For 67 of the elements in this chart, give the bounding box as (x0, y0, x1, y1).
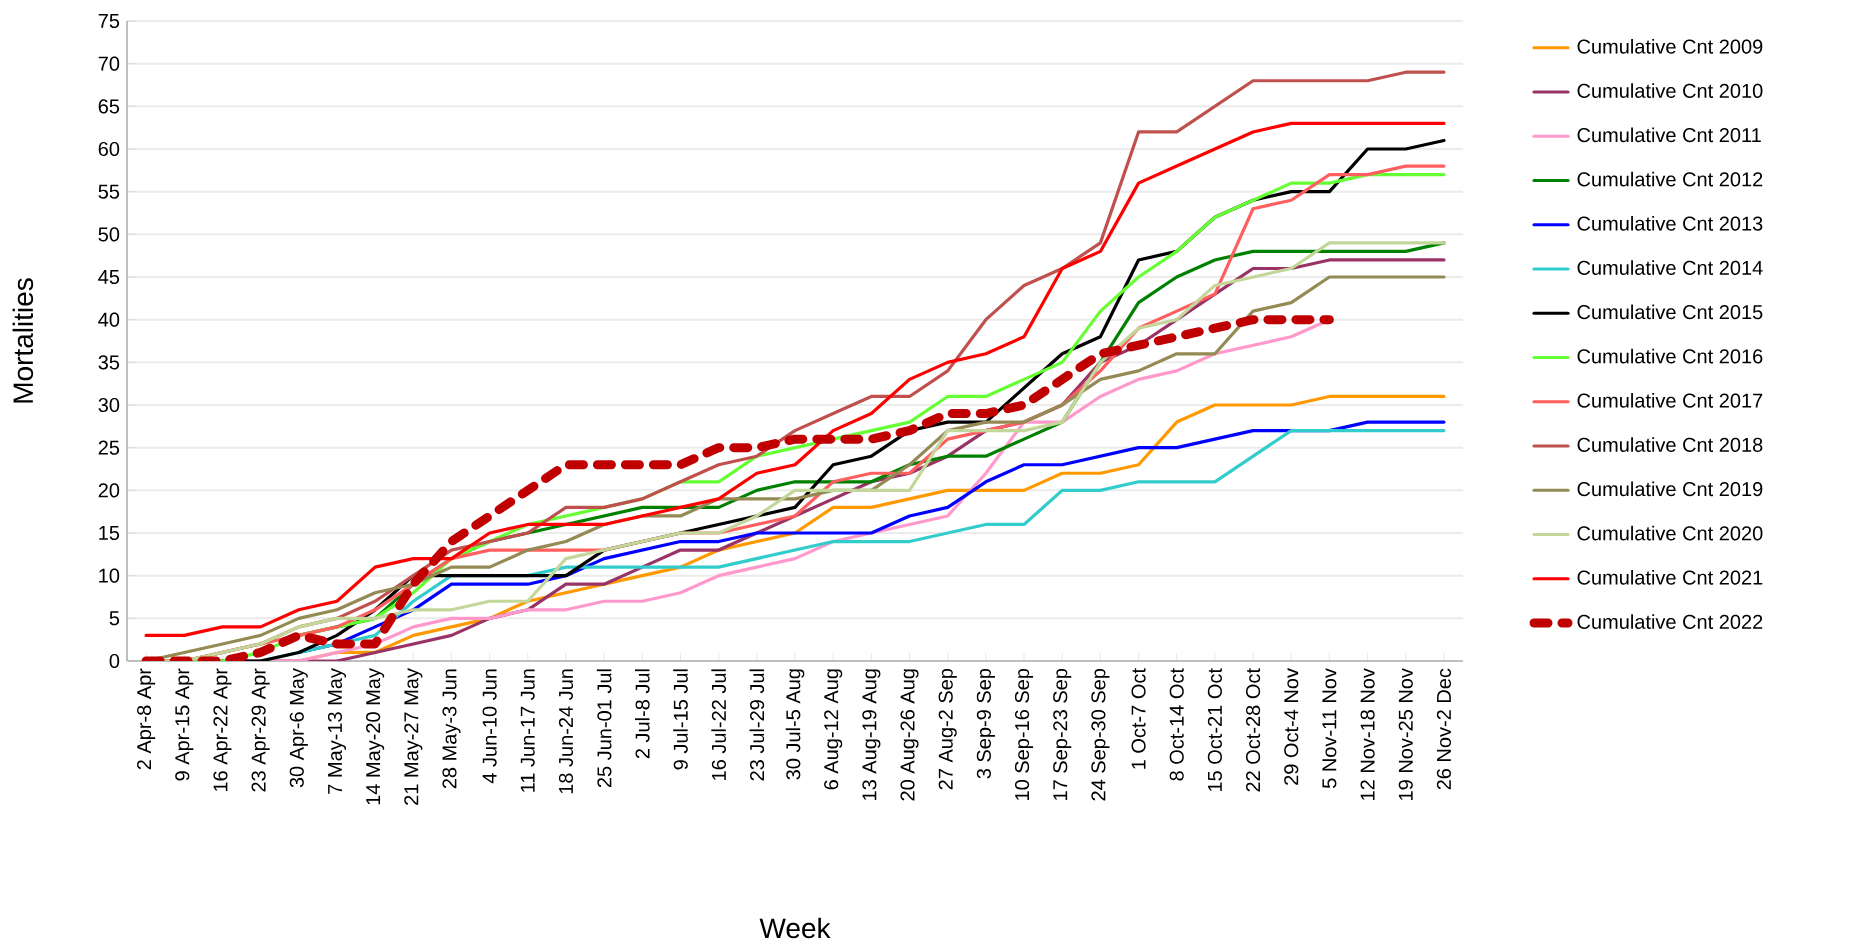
x-tick-label: 28 May-3 Jun (442, 669, 461, 789)
x-tick-label: 19 Nov-25 Nov (1398, 668, 1413, 800)
y-tick-label: 30 (98, 397, 120, 413)
x-tick-label: 18 Jun-24 Jun (558, 669, 574, 794)
x-tick-label: 12 Nov-18 Nov (1360, 668, 1375, 800)
x-tick-label: 16 Apr-22 Apr (213, 668, 232, 792)
x-tick-label: 7 May-13 May (327, 668, 347, 794)
x-tick-label: 13 Aug-19 Aug (862, 669, 881, 800)
legend-label: Cumulative Cnt 2016 (1577, 348, 1763, 364)
legend-label: Cumulative Cnt 2021 (1577, 569, 1763, 585)
y-tick-label: 55 (98, 184, 120, 199)
x-tick-label: 9 Apr-15 Apr (175, 668, 194, 781)
y-tick-label: 45 (98, 270, 120, 284)
y-tick-label: 35 (98, 355, 120, 370)
x-tick-label: 22 Oct-28 Oct (1245, 668, 1261, 792)
x-tick-label: 30 Jul-5 Aug (785, 669, 805, 780)
x-tick-label: 10 Sep-16 Sep (1014, 668, 1034, 800)
y-tick-label: 50 (98, 227, 120, 242)
x-tick-label: 16 Jul-22 Jul (711, 669, 726, 780)
x-tick-label: 23 Apr-29 Apr (251, 668, 270, 792)
legend-label: Cumulative Cnt 2012 (1577, 171, 1763, 187)
x-tick-label: 24 Sep-30 Sep (1091, 668, 1110, 801)
x-tick-label: 8 Oct-14 Oct (1169, 668, 1184, 781)
y-tick-label: 5 (109, 611, 120, 626)
x-tick-label: 15 Oct-21 Oct (1207, 668, 1222, 791)
legend-label: Cumulative Cnt 2011 (1577, 127, 1761, 143)
legend-label: Cumulative Cnt 2018 (1577, 437, 1763, 452)
legend-label: Cumulative Cnt 2017 (1577, 392, 1763, 408)
y-axis-title: Mortalities (12, 278, 34, 403)
legend-label: Cumulative Cnt 2020 (1577, 525, 1763, 541)
y-tick-label: 25 (98, 440, 120, 455)
legend-label: Cumulative Cnt 2013 (1577, 215, 1763, 231)
y-tick-label: 15 (99, 526, 120, 540)
legend-label: Cumulative Cnt 2019 (1577, 481, 1763, 497)
x-tick-label: 25 Jun-01 Jul (596, 669, 612, 788)
y-tick-label: 75 (98, 14, 120, 28)
x-tick-label: 27 Aug-2 Sep (938, 668, 957, 790)
x-tick-label: 17 Sep-23 Sep (1053, 668, 1072, 800)
x-tick-label: 3 Sep-9 Sep (976, 668, 995, 779)
y-tick-label: 60 (98, 141, 120, 157)
x-axis-title: Week (759, 917, 831, 939)
y-tick-label: 65 (98, 99, 120, 114)
x-tick-label: 20 Aug-26 Aug (900, 669, 919, 801)
x-tick-label: 4 Jun-10 Jun (482, 669, 497, 784)
x-tick-label: 29 Oct-4 Nov (1284, 668, 1299, 785)
y-tick-label: 10 (99, 568, 120, 583)
x-tick-label: 21 May-27 May (404, 668, 423, 805)
legend-label: Cumulative Cnt 2022 (1577, 614, 1763, 629)
legend-label: Cumulative Cnt 2009 (1577, 38, 1763, 54)
y-tick-label: 20 (98, 483, 120, 498)
x-tick-label: 6 Aug-12 Aug (824, 669, 843, 790)
x-tick-label: 11 Jun-17 Jun (520, 669, 535, 792)
legend-label: Cumulative Cnt 2015 (1577, 304, 1763, 320)
x-tick-label: 2 Jul-8 Jul (634, 669, 650, 759)
x-tick-label: 9 Jul-15 Jul (673, 669, 688, 770)
legend-label: Cumulative Cnt 2014 (1577, 260, 1763, 275)
x-tick-label: 26 Nov-2 Dec (1436, 668, 1451, 790)
x-tick-label: 5 Nov-11 Nov (1322, 668, 1337, 789)
x-tick-label: 30 Apr-6 May (289, 668, 308, 788)
x-tick-label: 2 Apr-8 Apr (137, 668, 156, 770)
y-tick-label: 40 (98, 312, 120, 327)
x-tick-label: 23 Jul-29 Jul (749, 669, 765, 781)
y-tick-label: 70 (98, 56, 120, 71)
x-tick-label: 1 Oct-7 Oct (1131, 668, 1146, 769)
y-tick-label: 0 (109, 653, 120, 669)
legend-label: Cumulative Cnt 2010 (1577, 83, 1763, 98)
x-tick-label: 14 May-20 May (366, 668, 385, 805)
